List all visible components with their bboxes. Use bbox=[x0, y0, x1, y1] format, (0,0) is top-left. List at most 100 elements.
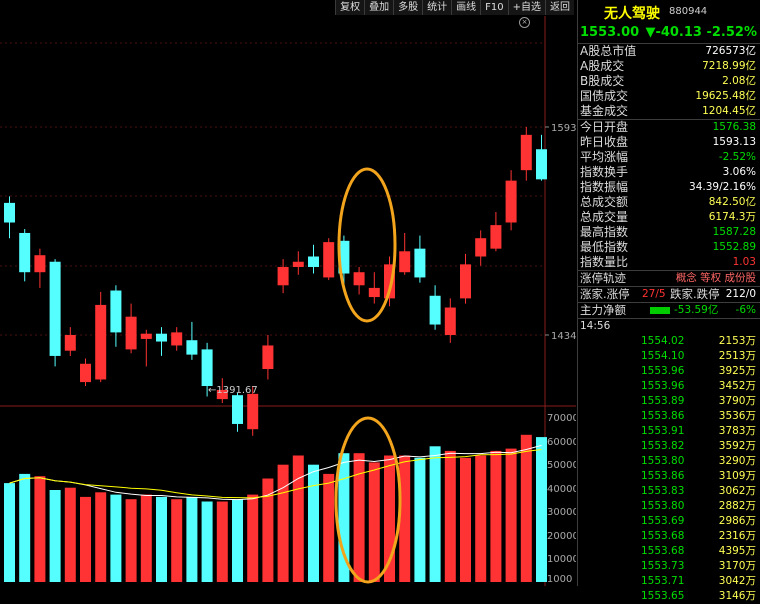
toolbar-button-add-watchlist[interactable]: +自选 bbox=[507, 0, 545, 15]
volume-bar bbox=[80, 496, 91, 582]
volume-bar bbox=[475, 455, 487, 582]
stat-row: 最高指数 1587.28 bbox=[578, 225, 760, 240]
volume-bar bbox=[323, 473, 335, 582]
tick-price: 1553.68 bbox=[641, 530, 685, 542]
volume-bar bbox=[4, 483, 15, 582]
tick-price: 1553.86 bbox=[641, 410, 685, 422]
candle-body bbox=[125, 316, 137, 350]
stat-row-label: 指数量比 bbox=[580, 255, 629, 269]
stat-row-label: 最高指数 bbox=[580, 225, 629, 239]
tick-price: 1553.73 bbox=[641, 560, 685, 572]
volume-bar bbox=[429, 446, 441, 582]
volume-tick-label: 10000 bbox=[547, 554, 576, 565]
index-stats: 今日开盘 1576.38 昨日收盘 1593.13 平均涨幅 -2.52% 指数换手 3.06… bbox=[578, 120, 760, 270]
volume-bar bbox=[460, 457, 471, 582]
tick-volume: 2882万 bbox=[718, 500, 756, 512]
toolbar-button-restore-rights[interactable]: 复权 bbox=[335, 0, 365, 15]
toolbar-button-statistics[interactable]: 统计 bbox=[422, 0, 452, 15]
tick-volume: 3290万 bbox=[718, 455, 756, 467]
stat-row: 最低指数 1552.89 bbox=[578, 240, 760, 255]
tick-volume: 2316万 bbox=[718, 530, 756, 542]
toolbar-button-back[interactable]: 返回 bbox=[545, 0, 574, 15]
tick-volume: 3536万 bbox=[718, 410, 756, 422]
tick-row: 1553.80 2882万 bbox=[578, 499, 760, 514]
tick-volume: 3452万 bbox=[718, 380, 756, 392]
volume-bar bbox=[414, 457, 426, 582]
tab-concept-group[interactable]: 概念 等权 成份股 bbox=[675, 272, 756, 284]
market-row: B股成交 2.08亿 bbox=[578, 74, 760, 89]
volume-tick-label: 70000 bbox=[547, 413, 576, 424]
volume-bar bbox=[536, 437, 547, 582]
toolbar-button-f10[interactable]: F10 bbox=[480, 0, 508, 15]
volume-bar bbox=[186, 496, 198, 582]
market-row: A股成交 7218.99亿 bbox=[578, 59, 760, 74]
tick-price: 1553.96 bbox=[641, 365, 685, 377]
volume-bar bbox=[171, 499, 183, 582]
candle-body bbox=[429, 295, 441, 325]
price-tick-label: 1593 bbox=[551, 123, 576, 134]
flow-bar bbox=[650, 307, 670, 314]
volume-bar bbox=[201, 501, 213, 582]
candle-body bbox=[171, 332, 183, 346]
tick-row: 1553.73 3170万 bbox=[578, 559, 760, 574]
tick-row: 1553.96 3925万 bbox=[578, 364, 760, 379]
market-row: 国债成交 19625.48亿 bbox=[578, 89, 760, 104]
down-limit-value: 212/0 bbox=[725, 288, 756, 300]
candle-body bbox=[505, 180, 517, 223]
tick-price: 1554.10 bbox=[641, 350, 685, 362]
market-row-label: 国债成交 bbox=[580, 89, 629, 103]
market-summary: A股总市值 726573亿 A股成交 7218.99亿 B股成交 2.08亿 国债成交 196… bbox=[578, 44, 760, 119]
tab-limit-track[interactable]: 涨停轨迹 bbox=[580, 271, 626, 285]
stat-row-label: 指数换手 bbox=[580, 165, 629, 179]
toolbar-button-multi-stock[interactable]: 多股 bbox=[393, 0, 423, 15]
candle-body bbox=[34, 255, 46, 273]
stat-row-value: -2.52% bbox=[718, 151, 756, 163]
market-row-value: 19625.48亿 bbox=[695, 90, 756, 102]
tick-volume: 3592万 bbox=[718, 440, 756, 452]
main-flow-row: 主力净额 -53.59亿 -6% bbox=[578, 302, 760, 318]
volume-bar bbox=[368, 462, 380, 582]
stat-row-value: 6174.3万 bbox=[708, 211, 756, 223]
main-flow-value: -53.59亿 bbox=[674, 304, 719, 316]
market-row-value: 726573亿 bbox=[705, 45, 756, 57]
close-icon[interactable]: × bbox=[519, 17, 530, 28]
volume-bar bbox=[125, 499, 137, 582]
limit-tab-bar: 涨停轨迹 概念 等权 成份股 bbox=[578, 271, 760, 286]
candle-body bbox=[140, 333, 152, 339]
volume-bar bbox=[140, 494, 152, 582]
toolbar-button-draw-line[interactable]: 画线 bbox=[451, 0, 481, 15]
stat-row-value: 842.50亿 bbox=[708, 196, 756, 208]
candle-body bbox=[232, 395, 243, 424]
volume-bar bbox=[156, 496, 167, 582]
stat-row: 指数换手 3.06% bbox=[578, 165, 760, 180]
tick-header: 14:56 bbox=[578, 318, 760, 334]
tick-volume: 3042万 bbox=[718, 575, 756, 587]
market-row: A股总市值 726573亿 bbox=[578, 44, 760, 59]
tick-price: 1553.80 bbox=[641, 455, 685, 467]
stat-row: 平均涨幅 -2.52% bbox=[578, 150, 760, 165]
kline-chart-area[interactable]: 复权 叠加 多股 统计 画线 F10 +自选 返回 × 1593 1434 70… bbox=[0, 0, 576, 586]
volume-bar bbox=[262, 478, 274, 582]
current-price: 1553.00 bbox=[580, 25, 640, 40]
stat-row-value: 3.06% bbox=[722, 166, 756, 178]
stat-row-value: 1552.89 bbox=[712, 241, 756, 253]
tick-list[interactable]: 1554.02 2153万 1554.10 2513万 1553.96 3925万 1553… bbox=[578, 334, 760, 604]
toolbar-button-overlay[interactable]: 叠加 bbox=[364, 0, 394, 15]
stat-row-label: 平均涨幅 bbox=[580, 150, 629, 164]
candle-body bbox=[201, 349, 213, 387]
tick-volume: 3925万 bbox=[718, 365, 756, 377]
market-row-label: 基金成交 bbox=[580, 104, 629, 118]
tick-row: 1553.69 2986万 bbox=[578, 514, 760, 529]
tick-volume: 3170万 bbox=[718, 560, 756, 572]
volume-tick-label: 50000 bbox=[547, 460, 576, 471]
quote-panel: 无人驾驶 880944 1553.00 ▼-40.13 -2.52% A股总市值… bbox=[577, 0, 760, 602]
candle-body bbox=[384, 264, 395, 299]
tick-row: 1553.86 3109万 bbox=[578, 469, 760, 484]
tick-volume: 3783万 bbox=[718, 425, 756, 437]
volume-bar bbox=[95, 492, 107, 582]
stat-row-label: 今日开盘 bbox=[580, 120, 629, 134]
volume-bar bbox=[520, 434, 532, 582]
candle-body bbox=[520, 134, 532, 171]
volume-tick-label: 60000 bbox=[547, 437, 576, 448]
stat-row: 昨日收盘 1593.13 bbox=[578, 135, 760, 150]
